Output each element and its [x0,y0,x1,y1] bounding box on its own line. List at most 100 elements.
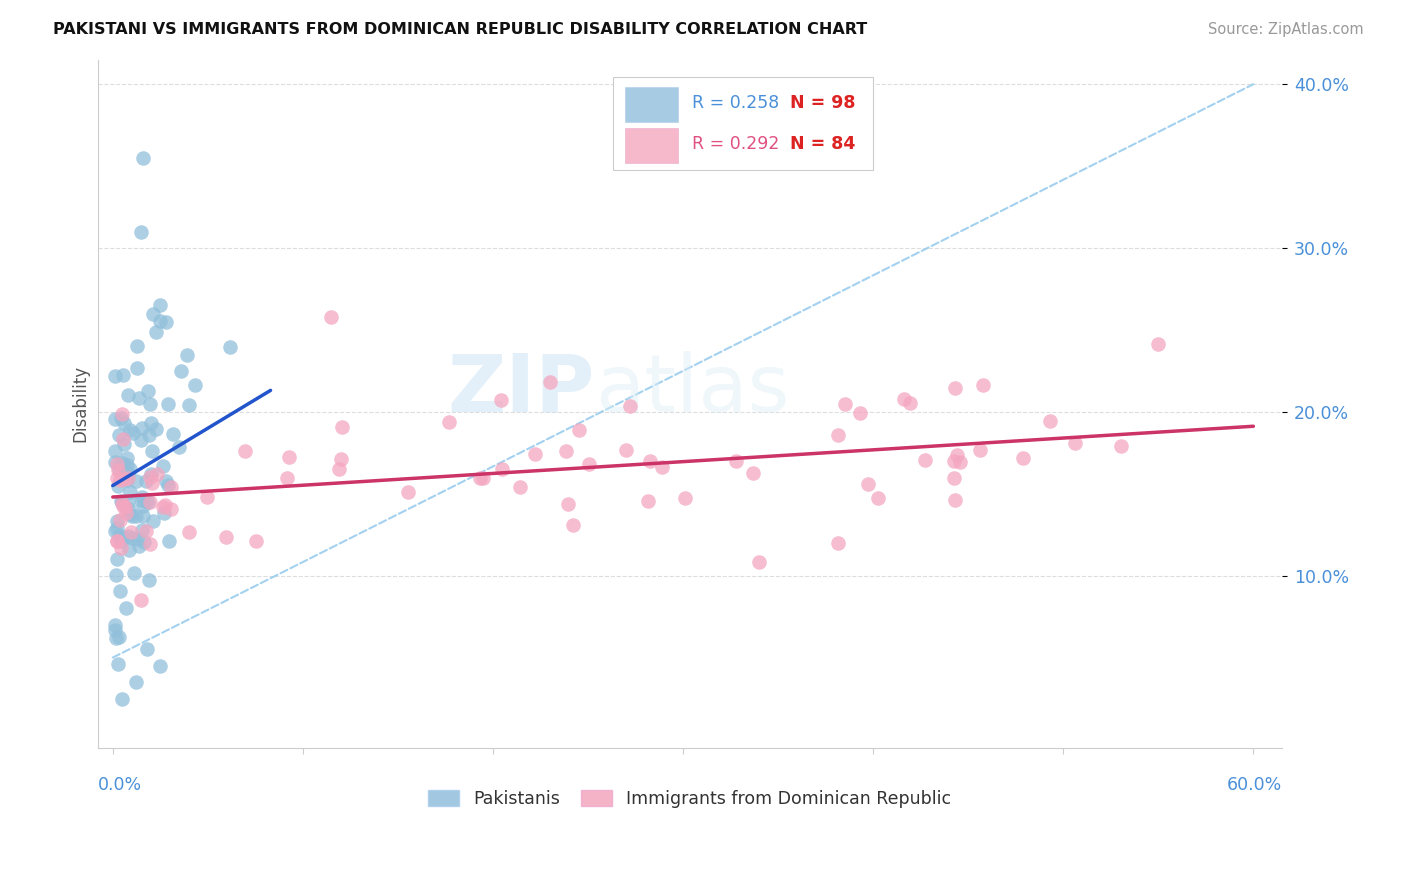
Point [233,443,256,458]
Y-axis label: Disability: Disability [72,365,89,442]
Point [638,453,661,467]
Point [153,506,176,520]
Point [112,530,135,544]
Point [142,514,165,528]
Point [152,500,174,515]
Point [131,421,153,435]
Point [118,462,141,476]
Point [121,508,143,523]
Point [115,473,138,487]
Point [972,378,994,392]
Point [139,416,162,430]
Point [114,500,136,514]
Point [120,524,142,539]
Point [245,533,267,548]
Point [943,493,966,508]
Point [139,467,162,482]
Point [153,498,176,512]
Point [117,501,139,516]
Point [110,493,132,508]
Point [127,338,149,352]
Point [177,398,200,412]
Point [509,480,531,494]
Point [614,442,637,457]
Point [470,471,492,485]
Point [278,450,301,464]
Point [138,428,160,442]
Point [104,567,127,582]
Point [129,593,152,607]
Point [557,497,579,511]
FancyBboxPatch shape [613,77,873,169]
Point [111,407,134,421]
Point [129,492,152,507]
Point [176,348,198,362]
Point [117,507,139,521]
Point [898,395,921,409]
Point [276,471,298,485]
Point [141,443,163,458]
Point [218,340,240,354]
Point [156,396,179,410]
Point [122,566,145,580]
Point [111,368,134,382]
Point [215,530,238,544]
Point [969,443,991,458]
Point [1012,450,1035,465]
Point [107,462,129,476]
Point [195,490,218,504]
Point [131,499,153,513]
Point [524,447,547,461]
Point [115,600,138,615]
Point [914,453,936,467]
Point [110,411,132,425]
Point [104,443,127,458]
Point [943,471,966,485]
Point [111,496,134,510]
Point [131,509,153,524]
Point [104,618,127,632]
Point [562,518,585,533]
Point [125,508,148,523]
Point [330,451,353,466]
Point [138,397,160,411]
Point [112,472,135,486]
Point [111,691,134,706]
Point [110,534,132,549]
FancyBboxPatch shape [624,87,678,121]
Point [149,298,172,312]
Point [1039,414,1062,428]
Point [111,432,134,446]
Text: atlas: atlas [595,351,789,429]
Point [555,444,578,458]
Point [893,392,915,406]
Point [138,573,160,587]
Point [637,493,659,508]
Point [619,399,641,413]
Point [104,455,127,469]
Point [120,484,142,499]
Point [108,528,131,542]
Point [134,535,156,549]
Point [128,540,150,554]
Point [945,448,967,462]
Text: PAKISTANI VS IMMIGRANTS FROM DOMINICAN REPUBLIC DISABILITY CORRELATION CHART: PAKISTANI VS IMMIGRANTS FROM DOMINICAN R… [53,22,868,37]
Point [124,675,146,690]
Point [179,525,201,540]
Point [117,470,139,484]
Point [725,454,748,468]
Point [135,494,157,508]
Point [110,513,132,527]
Point [1109,439,1132,453]
FancyBboxPatch shape [624,128,678,163]
Point [139,470,162,484]
Point [321,310,343,324]
Point [117,529,139,543]
Point [118,543,141,558]
Point [145,325,167,339]
Point [160,480,183,494]
Point [943,381,966,395]
Point [152,458,174,473]
Point [437,415,460,429]
Text: N = 84: N = 84 [790,136,856,153]
